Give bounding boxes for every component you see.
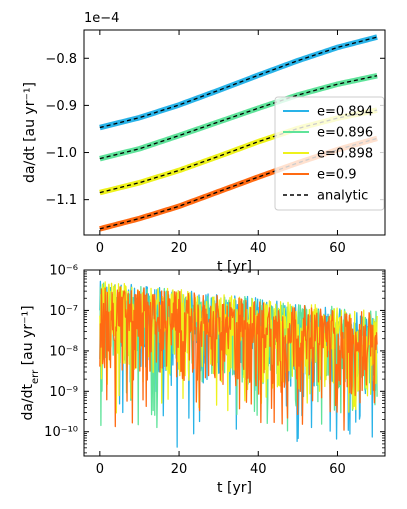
- top-x-axis-label: t [yr]: [217, 259, 252, 275]
- bottom-panel: 0 20 40 60 10⁻¹⁰ 10⁻⁹ 10⁻⁸ 10⁻⁷ 10⁻⁶ t [yr] da/dte…: [20, 264, 386, 496]
- top-panel: 0 20 40 60 −1.1 −1.0 −0.9 −0.8 1e−4 t [yr] da/dt […: [22, 11, 386, 275]
- top-xtick-label: 20: [171, 241, 188, 256]
- legend-label-e=0.896: e=0.896: [317, 126, 373, 141]
- top-xtick-label: 40: [250, 241, 267, 256]
- series-line-e=0.894: [99, 34, 378, 131]
- top-ytick-label: −0.8: [45, 52, 77, 67]
- top-y-axis-label: da/dt [au yr⁻¹]: [22, 82, 38, 183]
- bottom-y-axis-label: da/dterr [au yr⁻¹]: [20, 305, 41, 420]
- top-xtick-label: 0: [96, 241, 104, 256]
- bottom-ytick-label: 10⁻⁶: [49, 264, 78, 279]
- top-xtick-label: 60: [329, 241, 346, 256]
- error-series-e=0.9: [99, 286, 378, 431]
- legend-label-e=0.894: e=0.894: [317, 105, 373, 120]
- bottom-x-axis-label: t [yr]: [217, 480, 252, 496]
- top-axes-frame: [83, 29, 386, 236]
- bottom-ytick-label: 10⁻⁸: [49, 344, 78, 359]
- bottom-plot-area: [99, 280, 378, 448]
- series-line-e=0.896: [99, 73, 378, 162]
- top-ytick-label: −0.9: [45, 99, 77, 114]
- bottom-y-axis-label-subscript: err: [30, 369, 41, 384]
- legend-label-e=0.898: e=0.898: [317, 147, 373, 162]
- top-ytick-label: −1.1: [45, 193, 77, 208]
- bottom-y-axis-label-units: [au yr⁻¹]: [20, 305, 36, 369]
- legend-label-e=0.9: e=0.9: [317, 168, 357, 183]
- bottom-ytick-label: 10⁻⁷: [49, 304, 78, 319]
- top-ytick-label: −1.0: [45, 146, 77, 161]
- top-offset-label: 1e−4: [84, 11, 119, 26]
- legend-label-analytic: analytic: [317, 189, 368, 204]
- bottom-xtick-label: 40: [250, 462, 267, 477]
- legend-box: [274, 96, 385, 211]
- bottom-xtick-label: 20: [171, 462, 188, 477]
- bottom-xtick-label: 60: [329, 462, 346, 477]
- bottom-y-axis-label-main: da/dt: [20, 383, 36, 420]
- bottom-xtick-label: 0: [96, 462, 104, 477]
- bottom-ytick-label: 10⁻⁹: [49, 385, 78, 400]
- top-legend: e=0.894 e=0.896 e=0.898 e=0.9 analytic: [274, 96, 385, 211]
- bottom-ytick-label: 10⁻¹⁰: [44, 425, 78, 440]
